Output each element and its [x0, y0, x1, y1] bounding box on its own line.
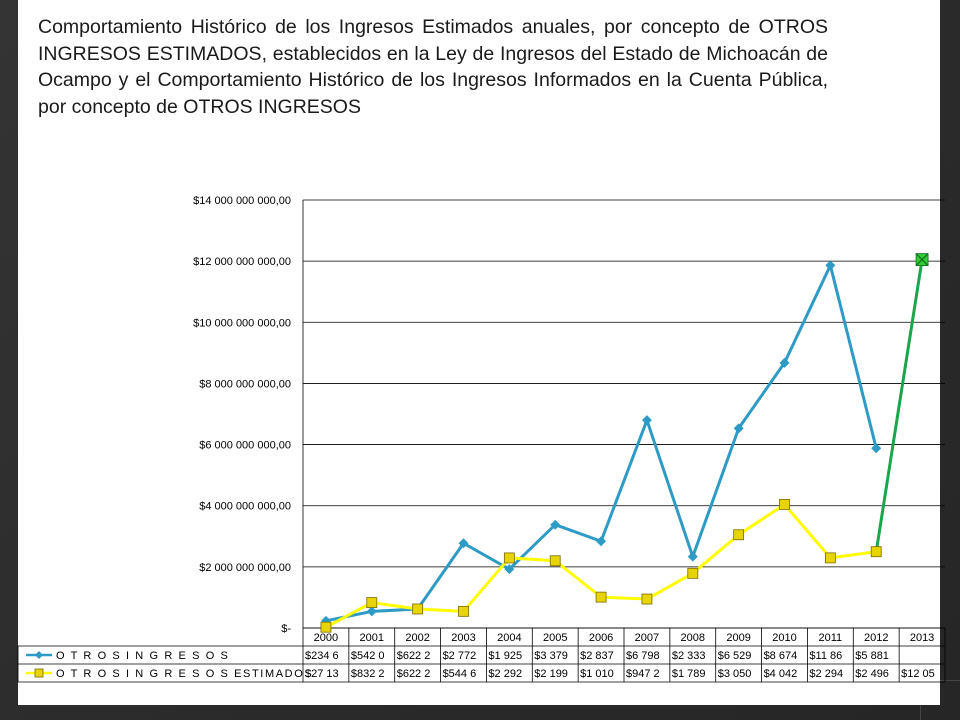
table-value-cell: $5 881 — [855, 650, 889, 662]
series-line-otros-ingresos — [325, 263, 878, 623]
title-text-2: , establecidos en la Ley de Ingresos del… — [38, 42, 829, 118]
table-value-cell: $6 529 — [718, 650, 752, 662]
table-value-cell: $1 925 — [488, 650, 522, 662]
data-point-estimados — [824, 552, 836, 564]
data-point-otros-ingresos — [779, 357, 790, 368]
data-point-estimados — [595, 591, 607, 603]
x-tick-label: 2002 — [405, 632, 429, 644]
x-tick-label: 2007 — [635, 632, 659, 644]
x-tick-label: 2013 — [910, 632, 934, 644]
table-value-cell: $832 2 — [351, 668, 385, 680]
data-point-estimados — [458, 605, 469, 617]
data-point-otros-ingresos — [871, 443, 882, 454]
table-value-cell: $6 798 — [626, 650, 660, 662]
x-tick-label: 2006 — [589, 632, 613, 644]
data-point-estimados-2013-cross — [915, 253, 929, 267]
y-tick-label: $6 000 000 000,00 — [199, 440, 291, 452]
title-emphasis-1: OTROS INGRESOS ESTIMADOS — [38, 16, 828, 65]
x-tick-label: 2003 — [451, 632, 475, 644]
table-value-cell: $4 042 — [764, 668, 798, 680]
table-value-cell: $12 05 — [901, 668, 935, 680]
data-point-otros-ingresos — [366, 606, 377, 617]
legend-series-name: O T R O S I N G R E S O S ESTIMADOS — [56, 668, 313, 680]
y-tick-label: $8 000 000 000,00 — [199, 378, 291, 390]
table-value-cell: $2 772 — [443, 650, 477, 662]
table-value-cell: $622 2 — [397, 650, 431, 662]
table-value-cell: $1 010 — [580, 668, 614, 680]
data-point-otros-ingresos — [504, 564, 515, 575]
data-point-estimados — [549, 555, 561, 567]
x-tick-label: 2009 — [726, 632, 750, 644]
table-value-cell: $2 292 — [488, 668, 522, 680]
data-point-estimados — [779, 499, 790, 510]
table-value-cell: $2 333 — [672, 650, 706, 662]
x-tick-label: 2004 — [497, 632, 521, 644]
title-emphasis-2: OTROS INGRESOS — [183, 95, 361, 118]
table-value-cell: $3 379 — [534, 650, 568, 662]
table-value-cell: $2 837 — [580, 650, 614, 662]
x-tick-label: 2005 — [543, 632, 567, 644]
legend-key-marker — [35, 651, 43, 659]
data-point-otros-ingresos — [825, 260, 836, 271]
table-value-cell: $544 6 — [443, 668, 477, 680]
slide-title: Comportamiento Histórico de los Ingresos… — [38, 14, 828, 120]
data-point-otros-ingresos — [596, 536, 607, 547]
y-tick-label: $4 000 000 000,00 — [199, 501, 291, 513]
data-point-otros-ingresos — [733, 423, 744, 434]
data-point-estimados — [366, 597, 378, 608]
y-tick-label: $10 000 000 000,00 — [193, 317, 291, 329]
y-tick-label: $- — [281, 623, 291, 635]
data-point-estimados — [412, 603, 424, 615]
table-value-cell: $2 496 — [855, 668, 889, 680]
table-value-cell: $27 13 — [305, 668, 339, 680]
table-value-cell: $542 0 — [351, 650, 385, 662]
table-value-cell: $3 050 — [718, 668, 752, 680]
legend-key-marker — [34, 668, 44, 678]
series-line-estimados — [325, 502, 877, 629]
data-point-otros-ingresos — [458, 538, 469, 549]
x-tick-label: 2001 — [360, 632, 384, 644]
data-point-otros-ingresos — [687, 551, 698, 562]
table-value-cell: $234 6 — [305, 650, 339, 662]
legend-series-name: O T R O S I N G R E S O S — [56, 650, 229, 662]
data-point-estimados — [503, 552, 515, 564]
table-value-cell: $1 789 — [672, 668, 706, 680]
y-tick-label: $2 000 000 000,00 — [199, 562, 291, 574]
data-point-estimados — [641, 593, 653, 605]
data-point-otros-ingresos — [641, 415, 652, 426]
x-tick-label: 2011 — [819, 632, 843, 644]
x-tick-label: 2010 — [772, 632, 796, 644]
x-tick-label: 2000 — [314, 632, 338, 644]
table-value-cell: $8 674 — [764, 650, 798, 662]
y-tick-label: $12 000 000 000,00 — [193, 256, 291, 268]
data-point-estimados — [733, 529, 745, 541]
y-tick-label: $14 000 000 000,00 — [193, 195, 291, 207]
table-value-cell: $2 294 — [809, 668, 843, 680]
data-point-estimados — [870, 546, 882, 558]
x-tick-label: 2008 — [681, 632, 705, 644]
table-value-cell: $947 2 — [626, 668, 660, 680]
table-value-cell: $11 86 — [809, 650, 842, 662]
slide-canvas — [18, 0, 940, 705]
data-point-estimados — [320, 621, 332, 633]
data-point-otros-ingresos — [550, 519, 561, 530]
series-line-estimados-2013 — [874, 259, 924, 552]
data-point-estimados — [687, 567, 699, 579]
title-text-1: Comportamiento Histórico de los Ingresos… — [38, 16, 759, 38]
table-value-cell: $2 199 — [534, 668, 568, 680]
x-tick-label: 2012 — [864, 632, 888, 644]
table-value-cell: $622 2 — [397, 668, 431, 680]
